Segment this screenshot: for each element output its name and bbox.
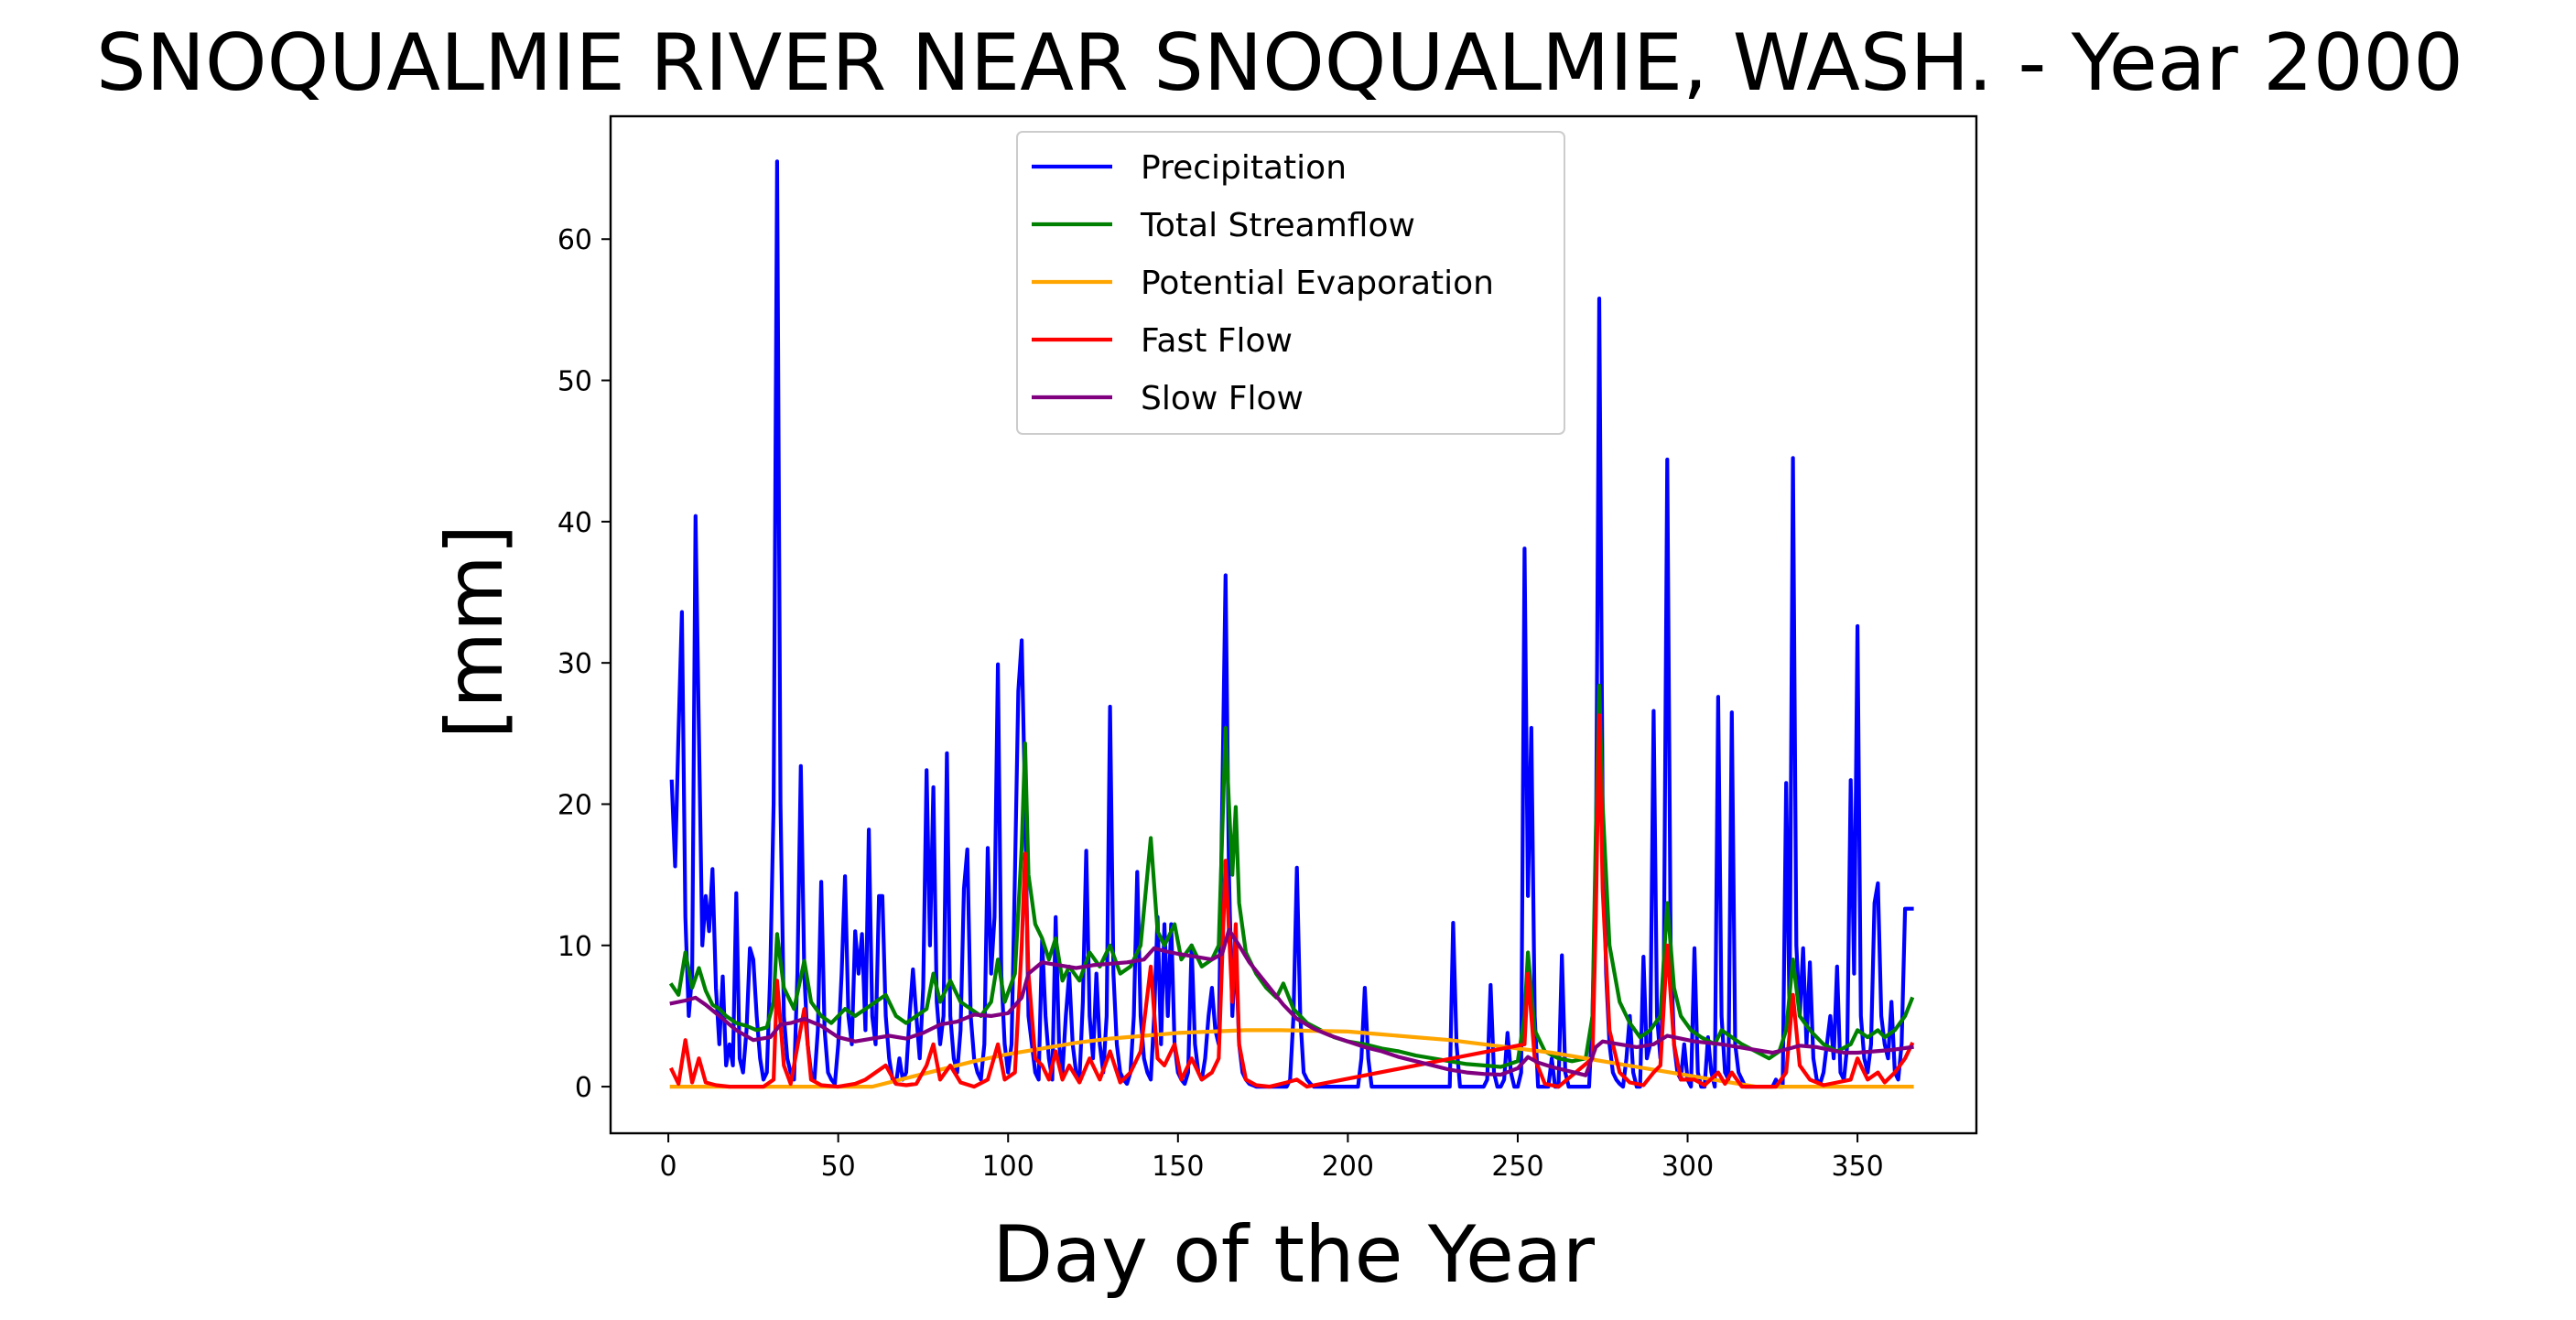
legend: Precipitation Total Streamflow Potential E…	[1016, 131, 1565, 435]
series-line-total-streamflow	[668, 683, 1915, 1069]
legend-box	[1016, 131, 1565, 435]
x-tick-label: 350	[1831, 1151, 1883, 1183]
x-tick-label: 50	[821, 1151, 856, 1183]
y-tick-label: 0	[575, 1072, 592, 1104]
x-tick-label: 100	[982, 1151, 1034, 1183]
x-axis: 0 50 100 150 200 250 300 350	[660, 1133, 1884, 1183]
y-axis-title: [mm]	[429, 525, 521, 740]
y-tick-label: 20	[557, 789, 592, 821]
legend-label-fast-flow: Fast Flow	[1141, 322, 1293, 360]
x-tick-label: 200	[1322, 1151, 1374, 1183]
x-axis-title: Day of the Year	[992, 1209, 1596, 1301]
y-axis: 0 10 20 30 40 50 60	[557, 224, 611, 1104]
series-layer	[668, 159, 1915, 1089]
x-tick-label: 250	[1491, 1151, 1543, 1183]
series-line-slow-flow	[669, 927, 1914, 1077]
x-tick-label: 150	[1152, 1151, 1204, 1183]
x-tick-label: 300	[1661, 1151, 1714, 1183]
legend-label-potential-evaporation: Potential Evaporation	[1141, 265, 1494, 302]
y-tick-label: 40	[557, 507, 592, 539]
chart-title: SNOQUALMIE RIVER NEAR SNOQUALMIE, WASH. …	[96, 17, 2463, 109]
plot-frame	[609, 114, 1978, 1135]
legend-label-precipitation: Precipitation	[1141, 149, 1347, 187]
x-tick-label: 0	[660, 1151, 677, 1183]
legend-label-total-streamflow: Total Streamflow	[1140, 207, 1415, 244]
y-tick-label: 50	[557, 366, 592, 398]
series-line-fast-flow	[668, 713, 1915, 1089]
y-tick-label: 30	[557, 648, 592, 680]
legend-label-slow-flow: Slow Flow	[1141, 380, 1304, 417]
y-tick-label: 10	[557, 931, 592, 963]
y-tick-label: 60	[557, 224, 592, 256]
series-line-potential-evaporation	[669, 1028, 1914, 1089]
